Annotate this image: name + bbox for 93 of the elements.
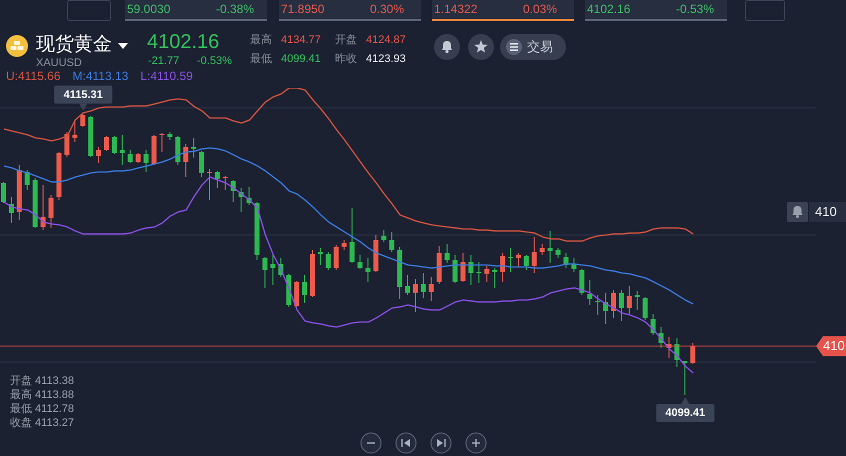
candlestick [358, 254, 363, 270]
text: 交易 [527, 39, 553, 54]
text: -0.38% [216, 2, 254, 16]
candlestick [682, 360, 688, 395]
candlestick [1, 181, 6, 204]
candlestick [476, 262, 482, 284]
text: 最高 [250, 34, 272, 46]
text: 最低 4112.78 [10, 403, 74, 415]
text: -0.53% [197, 55, 232, 67]
text: 1.14322 [434, 2, 478, 16]
candlestick [262, 256, 268, 288]
text: 开盘 [335, 34, 357, 46]
annotation: 410 [815, 204, 837, 219]
candlestick [595, 294, 600, 316]
candlestick [350, 208, 355, 264]
candlestick [326, 252, 331, 270]
text: 4099.41 [281, 53, 321, 65]
text: 昨收 [335, 53, 357, 65]
candlestick [452, 254, 458, 284]
annotation: 最高 4113.88 [10, 389, 74, 401]
candlestick [524, 254, 529, 270]
candlestick [412, 278, 418, 312]
candlestick [183, 143, 188, 178]
candlestick [626, 285, 632, 315]
candlestick [96, 146, 102, 164]
candlestick [389, 232, 394, 253]
candlestick [191, 138, 196, 158]
chart-subtitle: XAUUSD [36, 57, 82, 69]
text: 0.03% [523, 2, 558, 16]
candlestick [206, 168, 212, 201]
text: 4124.87 [366, 34, 406, 46]
text: 410 [823, 338, 845, 353]
candlestick [587, 279, 592, 306]
candlestick [80, 112, 86, 128]
candlestick [556, 247, 561, 258]
candlestick [468, 254, 474, 286]
candlestick [24, 170, 30, 190]
candlestick [48, 194, 54, 228]
candlestick [159, 132, 164, 152]
candlestick [365, 257, 370, 282]
candlestick [444, 243, 450, 264]
candlestick [618, 290, 624, 322]
text: L:4110.59 [140, 69, 193, 83]
candlestick [540, 243, 545, 256]
chart-title: 现货黄金 [36, 34, 112, 55]
candlestick [500, 252, 506, 282]
candlestick [642, 296, 648, 321]
text: 收盘 4113.27 [10, 417, 74, 429]
candlestick [270, 254, 276, 286]
text: 4123.93 [366, 53, 406, 65]
annotation: 4099.41 [665, 407, 706, 419]
candlestick [579, 268, 584, 296]
candlestick [611, 290, 616, 318]
candlestick [420, 272, 426, 299]
candlestick [199, 150, 204, 178]
candlestick [334, 244, 339, 270]
candlestick [128, 149, 133, 164]
candlestick [492, 268, 498, 288]
text: 59.0030 [127, 2, 170, 16]
candlestick [381, 230, 386, 242]
candlestick [120, 134, 125, 166]
candlestick [460, 252, 466, 282]
text: -0.53% [676, 2, 714, 16]
candlestick [508, 247, 514, 272]
candlestick [548, 230, 553, 264]
candlestick [222, 175, 228, 190]
text: 0.30% [370, 2, 404, 16]
candlestick [318, 247, 323, 266]
candlestick [484, 265, 490, 282]
candlestick [214, 170, 220, 188]
text: 最低 [250, 53, 272, 65]
annotation: 4115.31 [64, 88, 103, 101]
candlestick [64, 132, 70, 158]
text: 4102.16 [587, 2, 630, 16]
text: M:4113.13 [72, 69, 128, 83]
candlestick [112, 135, 117, 155]
candlestick [104, 135, 109, 152]
text: 71.8950 [281, 2, 324, 16]
candlestick [516, 252, 521, 268]
candlestick [302, 274, 308, 304]
candlestick [428, 276, 434, 302]
candlestick [72, 119, 78, 142]
candlestick [144, 149, 149, 172]
candlestick [342, 239, 347, 250]
text: 4102.16 [147, 31, 220, 53]
candlestick [532, 236, 537, 274]
candlestick [136, 152, 141, 164]
text: U:4115.66 [6, 69, 60, 83]
candlestick [405, 274, 410, 296]
annotation: 开盘 4113.38 [10, 375, 74, 387]
text: 4134.77 [281, 34, 321, 46]
text: -21.77 [148, 55, 180, 67]
candlestick [634, 290, 640, 310]
